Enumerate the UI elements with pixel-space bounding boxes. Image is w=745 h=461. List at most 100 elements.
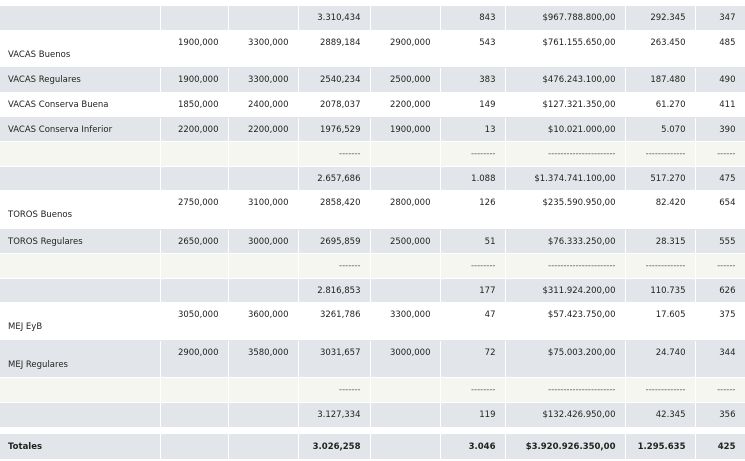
- table-row: MEJ EyB 3050,000 3600,000 3261,786 3300,000 4…: [0, 302, 745, 341]
- cell: 292.345: [624, 5, 696, 31]
- table-row: ------- -------- ---------------------- ---…: [0, 377, 745, 403]
- cell: ------: [694, 141, 745, 167]
- cell: 2858,420: [297, 190, 371, 230]
- table-row: TOROS Buenos 2750,000 3100,000 2858,420 2800…: [0, 190, 745, 230]
- cell: 485: [694, 30, 745, 68]
- cell: 28.315: [624, 229, 696, 254]
- cell: [369, 278, 441, 303]
- cell: 2.657,686: [297, 166, 371, 191]
- cell: 390: [694, 117, 745, 142]
- cell: 2889,184: [297, 30, 371, 68]
- cell: [159, 278, 229, 303]
- cell: ------: [694, 377, 745, 403]
- cell: 110.735: [624, 278, 696, 303]
- cell: 72: [439, 340, 506, 378]
- cell: 3.310,434: [297, 5, 371, 31]
- cell: $76.333.250,00: [504, 229, 626, 254]
- table-row: Totales 3.026,258 3.046 $3.920.926.350,00 1.…: [0, 433, 745, 460]
- cell: [159, 253, 229, 279]
- cell: 654: [694, 190, 745, 230]
- cell: 2750,000: [159, 190, 229, 230]
- cell: 347: [694, 5, 745, 31]
- cell: 47: [439, 302, 506, 341]
- cell: 24.740: [624, 340, 696, 378]
- cell: $132.426.950,00: [504, 402, 626, 428]
- cell: 344: [694, 340, 745, 378]
- cell: 2650,000: [159, 229, 229, 254]
- cell: 356: [694, 402, 745, 428]
- row-label: VACAS Buenos: [0, 30, 161, 68]
- table-row: 2.657,686 1.088 $1.374.741.100,00 517.270 47…: [0, 166, 745, 191]
- row-label: MEJ Regulares: [0, 340, 161, 378]
- cell: 2200,000: [369, 92, 441, 118]
- totals-table: Totales 3.026,258 3.046 $3.920.926.350,00 1.…: [0, 433, 745, 460]
- cell: 475: [694, 166, 745, 191]
- cell: 2540,234: [297, 67, 371, 93]
- cell: 2900,000: [159, 340, 229, 378]
- cell: 490: [694, 67, 745, 93]
- cell: 2695,859: [297, 229, 371, 254]
- row-label: VACAS Regulares: [0, 67, 161, 93]
- cell: [227, 5, 299, 31]
- cell: 425: [694, 433, 745, 460]
- cell: [369, 433, 441, 460]
- cell: 626: [694, 278, 745, 303]
- cell: 3261,786: [297, 302, 371, 341]
- cell: -------------: [624, 141, 696, 167]
- cell: 543: [439, 30, 506, 68]
- cell: 375: [694, 302, 745, 341]
- cell: 3031,657: [297, 340, 371, 378]
- cell: -------: [297, 377, 371, 403]
- row-label: Totales: [0, 433, 161, 460]
- cell: 843: [439, 5, 506, 31]
- cell: $75.003.200,00: [504, 340, 626, 378]
- cell: ----------------------: [504, 377, 626, 403]
- cell: ----------------------: [504, 141, 626, 167]
- cell: 1976,529: [297, 117, 371, 142]
- cell: 3.046: [439, 433, 506, 460]
- table-row: MEJ Regulares 2900,000 3580,000 3031,657 300…: [0, 340, 745, 378]
- cell: [369, 253, 441, 279]
- cell: 3100,000: [227, 190, 299, 230]
- cell: [227, 141, 299, 167]
- cell: 61.270: [624, 92, 696, 118]
- table-row: TOROS Regulares 2650,000 3000,000 2695,859 2…: [0, 229, 745, 254]
- cell: 2500,000: [369, 229, 441, 254]
- cell: 3580,000: [227, 340, 299, 378]
- cell: [369, 166, 441, 191]
- cell: [369, 377, 441, 403]
- row-label: [0, 166, 161, 191]
- cell: 3300,000: [227, 67, 299, 93]
- cell: 1.088: [439, 166, 506, 191]
- cell: 555: [694, 229, 745, 254]
- table-row: VACAS Buenos 1900,000 3300,000 2889,184 2900…: [0, 30, 745, 68]
- cell: $311.924.200,00: [504, 278, 626, 303]
- cell: --------: [439, 377, 506, 403]
- cell: 51: [439, 229, 506, 254]
- table-row: VACAS Regulares 1900,000 3300,000 2540,234 2…: [0, 67, 745, 93]
- cell: 17.605: [624, 302, 696, 341]
- cell: 2500,000: [369, 67, 441, 93]
- row-label: [0, 402, 161, 428]
- cell: $967.788.800,00: [504, 5, 626, 31]
- cell: [369, 141, 441, 167]
- cell: 2800,000: [369, 190, 441, 230]
- cell: [159, 166, 229, 191]
- cell: [159, 377, 229, 403]
- cell: 42.345: [624, 402, 696, 428]
- cell: 1.295.635: [624, 433, 696, 460]
- cell: -------: [297, 141, 371, 167]
- cell: --------: [439, 253, 506, 279]
- cell: $761.155.650,00: [504, 30, 626, 68]
- row-label: [0, 377, 161, 403]
- cell: 119: [439, 402, 506, 428]
- cell: [227, 433, 299, 460]
- cell: 1900,000: [159, 67, 229, 93]
- cell: 3.127,334: [297, 402, 371, 428]
- cell: 2400,000: [227, 92, 299, 118]
- cell: 2200,000: [227, 117, 299, 142]
- cell: 2200,000: [159, 117, 229, 142]
- row-label: TOROS Regulares: [0, 229, 161, 254]
- cell: [159, 402, 229, 428]
- cell: 3300,000: [369, 302, 441, 341]
